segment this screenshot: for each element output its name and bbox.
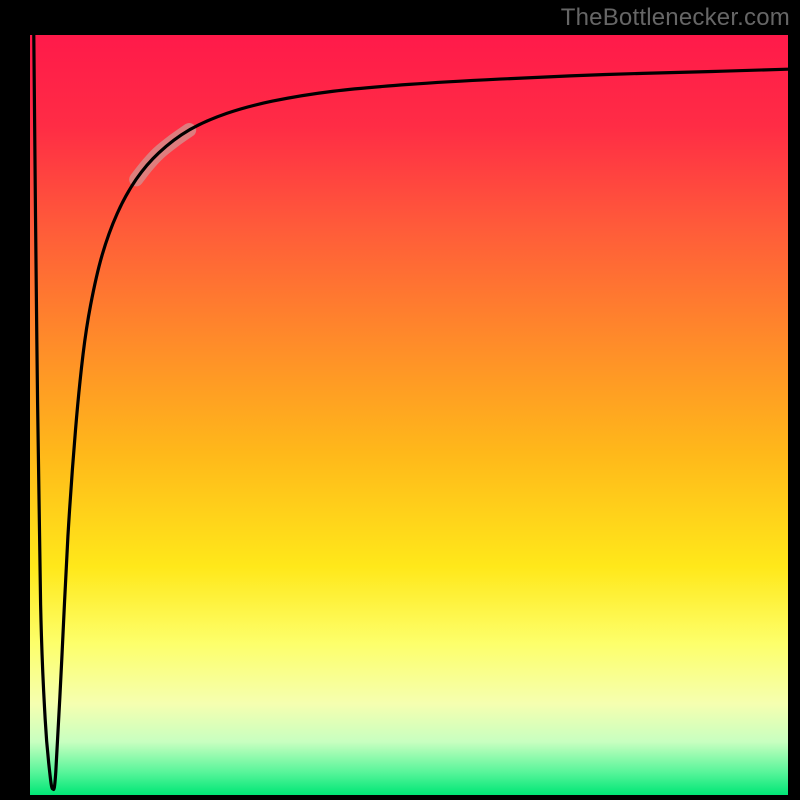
chart-stage: TheBottlenecker.com: [0, 0, 800, 800]
watermark-text: TheBottlenecker.com: [561, 4, 790, 32]
chart-svg: [0, 0, 800, 800]
plot-background: [30, 35, 788, 795]
